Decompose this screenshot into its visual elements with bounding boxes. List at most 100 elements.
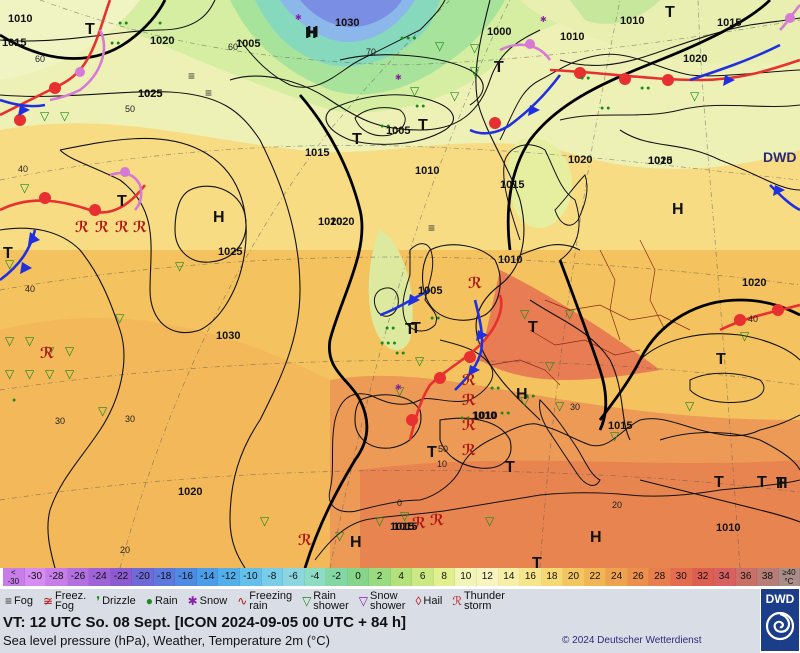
rain-shower-icon: ▽: [302, 594, 312, 608]
latitude-label: 0: [397, 498, 402, 508]
info-panel: VT: 12 UTC So. 08 Sept. [ICON 2024-09-05…: [0, 613, 760, 653]
legend-label: Drizzle: [102, 595, 136, 607]
low-pressure-center: T: [427, 444, 437, 461]
latitude-labels: 60 50 70 60 40 40 30 30 20 20 50 40 30 0 10: [18, 42, 758, 555]
low-pressure-center: T: [405, 321, 415, 338]
isobar-label: 1005: [386, 125, 410, 137]
svg-text:▽: ▽: [485, 514, 495, 528]
svg-text:▽: ▽: [115, 311, 125, 325]
svg-text:▽: ▽: [25, 367, 35, 381]
temperature-swatch: 8: [433, 568, 456, 586]
temperature-swatch: 30: [670, 568, 693, 586]
legend-label: Snow shower: [370, 590, 406, 612]
isobar-label: 1010: [473, 410, 497, 422]
temperature-swatch: -2: [326, 568, 348, 586]
svg-text:▽: ▽: [545, 359, 555, 373]
latitude-label: 40: [25, 284, 35, 294]
isobar-label: 1005: [236, 38, 260, 50]
temperature-swatch: ≥40 °C: [778, 568, 800, 586]
legend-item-drizzle: ❜ Drizzle: [91, 590, 141, 612]
isobar-label: 1030: [216, 330, 240, 342]
valid-time: VT: 12 UTC So. 08 Sept. [ICON 2024-09-05…: [3, 614, 407, 631]
legend-label: Thunder storm: [463, 590, 505, 612]
low-pressure-center: T: [665, 4, 675, 21]
isobar-label: 1010: [560, 31, 584, 43]
high-pressure-center: H: [305, 25, 317, 42]
svg-text:▽: ▽: [520, 394, 530, 408]
svg-text:▽: ▽: [410, 84, 420, 98]
svg-text:▽: ▽: [435, 39, 445, 53]
svg-text:✱: ✱: [395, 383, 402, 392]
svg-text:▽: ▽: [395, 384, 405, 398]
svg-text:● ●: ● ●: [110, 40, 120, 47]
latitude-label: 30: [125, 414, 135, 424]
svg-text:● ●: ● ●: [430, 315, 440, 322]
latitude-label: 60: [228, 42, 238, 52]
temperature-swatch: 22: [584, 568, 607, 586]
weather-legend: ≡ Fog ≆ Freez. Fog ❜ Drizzle ● Rain ✱ Snow ∿ Freezi…: [0, 589, 760, 613]
svg-text:▽: ▽: [25, 334, 35, 348]
isobar-label: 1020: [318, 216, 342, 228]
svg-text:ℛ: ℛ: [115, 218, 129, 236]
isobar-label: 1020: [742, 277, 766, 289]
svg-text:ℛ: ℛ: [462, 441, 476, 459]
svg-text:▽: ▽: [555, 399, 565, 413]
hail-icon: ◊: [415, 594, 422, 608]
legend-label: Snow: [199, 595, 228, 607]
svg-text:▽: ▽: [5, 334, 15, 348]
low-pressure-center: T: [411, 320, 421, 337]
temperature-swatch: 20: [563, 568, 585, 586]
temperature-scale: < -30 -30 -28 -26 -24 -22 -20 -18 -16 -14 -12 -10 -8…: [3, 568, 800, 588]
dwd-logo-text: DWD: [765, 592, 795, 606]
isobar-label: 1015: [2, 37, 26, 49]
isobar-label: 1015: [608, 420, 632, 432]
isobar-label: 1015: [393, 521, 417, 533]
isobar-1015-thick: [0, 0, 800, 568]
dwd-logo: DWD: [761, 589, 799, 651]
low-pressure-center: T: [714, 474, 724, 491]
legend-label: Rain: [154, 595, 178, 607]
high-pressure-center: H: [776, 475, 788, 492]
temperature-swatch: -22: [110, 568, 133, 586]
dwd-swirl-icon: [765, 611, 795, 641]
svg-text:✱: ✱: [395, 73, 402, 82]
legend-item-fog: ≡ Fog: [0, 590, 38, 612]
front-symbols: [14, 13, 795, 426]
svg-text:▽: ▽: [685, 399, 695, 413]
snow-icon: ✱: [187, 594, 198, 608]
svg-text:● ●: ● ●: [415, 103, 425, 110]
svg-text:≡: ≡: [205, 86, 212, 100]
low-pressure-center: T: [532, 555, 542, 568]
isobar-label: 1015: [500, 179, 524, 191]
temperature-swatch: 16: [520, 568, 542, 586]
svg-text:●: ●: [158, 20, 162, 27]
isobar-label: 1025: [648, 155, 672, 167]
svg-text:▽: ▽: [690, 89, 700, 103]
isobar-label: 1020: [683, 53, 707, 65]
isobar-label: 1005: [418, 285, 442, 297]
high-pressure-center: H: [590, 529, 602, 546]
coastlines: [239, 0, 800, 561]
isobar-label: 1010: [620, 15, 644, 27]
low-pressure-center: T: [418, 117, 428, 134]
svg-text:● ●: ● ●: [640, 85, 650, 92]
svg-text:ℛ: ℛ: [468, 274, 482, 292]
temperature-swatch: 34: [714, 568, 736, 586]
freezing-rain-icon: ∿: [237, 594, 248, 608]
chart-description: Sea level pressure (hPa), Weather, Tempe…: [3, 633, 330, 648]
svg-text:▽: ▽: [40, 109, 50, 123]
latitude-label: 50: [438, 444, 448, 454]
temperature-swatch: -30: [24, 568, 47, 586]
svg-text:▽: ▽: [260, 514, 270, 528]
temperature-swatch: -28: [46, 568, 68, 586]
high-pressure-center: H: [213, 209, 225, 226]
latitude-label: 30: [55, 416, 65, 426]
svg-text:ℛ: ℛ: [95, 218, 109, 236]
temperature-swatch: 24: [606, 568, 628, 586]
dwd-watermark: DWD: [763, 149, 796, 165]
svg-text:● ● ●: ● ● ●: [400, 35, 417, 42]
low-pressure-center: T: [352, 131, 362, 148]
isobar-label: 1015: [305, 147, 329, 159]
isobar-label: 1030: [335, 17, 359, 29]
